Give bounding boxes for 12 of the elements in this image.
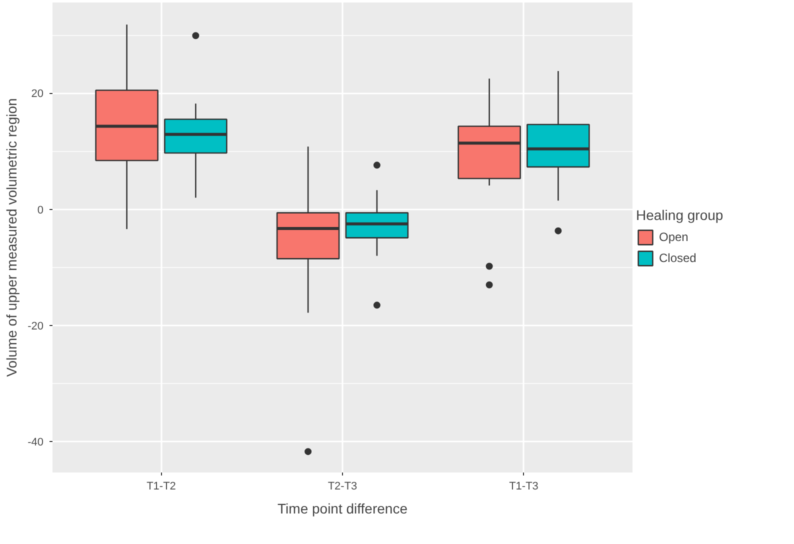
y-tick-label: 20 [31,88,44,100]
y-tick-label: 0 [37,204,44,216]
legend-label: Closed [659,251,696,265]
x-axis-title: Time point difference [278,500,408,516]
x-tick-label: T1-T2 [146,480,176,492]
y-axis-title: Volume of upper measured volumetric region [4,98,20,377]
legend-label: Open [659,230,688,244]
y-tick-label: -20 [28,320,44,333]
x-tick-label: T2-T3 [328,480,358,492]
legend-title: Healing group [636,207,724,223]
y-tick-label: -40 [28,436,44,449]
x-tick-label: T1-T3 [509,480,538,492]
